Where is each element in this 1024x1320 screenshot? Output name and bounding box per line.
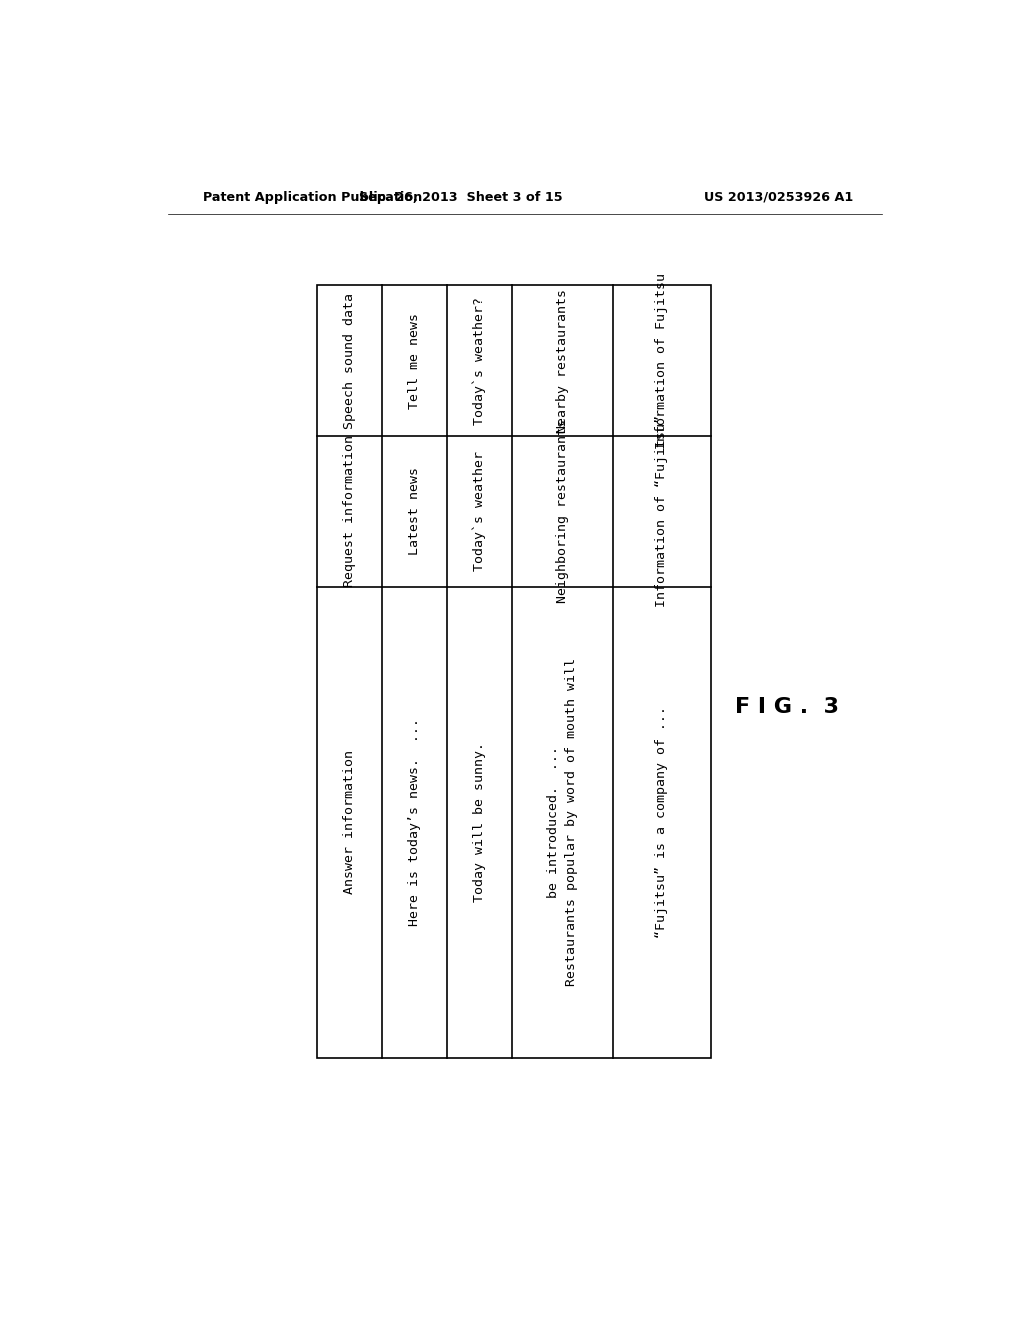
Text: “Fujitsu” is a company of ...: “Fujitsu” is a company of ... <box>655 706 669 939</box>
Text: Patent Application Publication: Patent Application Publication <box>204 190 423 203</box>
Text: F I G .  3: F I G . 3 <box>734 697 839 717</box>
Text: Here is today’s news.  ...: Here is today’s news. ... <box>408 718 421 927</box>
Text: Answer information: Answer information <box>343 750 356 895</box>
Text: Restaurants popular by word of mouth will: Restaurants popular by word of mouth wil… <box>564 659 578 986</box>
Text: Today`s weather?: Today`s weather? <box>473 297 486 425</box>
Text: Latest news: Latest news <box>408 467 421 556</box>
Text: Speech sound data: Speech sound data <box>343 293 356 429</box>
Text: Sep. 26, 2013  Sheet 3 of 15: Sep. 26, 2013 Sheet 3 of 15 <box>359 190 563 203</box>
Text: Information of “Fujitsu”: Information of “Fujitsu” <box>655 416 669 607</box>
Text: US 2013/0253926 A1: US 2013/0253926 A1 <box>705 190 853 203</box>
Text: Nearby restaurants: Nearby restaurants <box>556 289 569 433</box>
Text: Neighboring restaurants: Neighboring restaurants <box>556 420 569 603</box>
Text: Request information: Request information <box>343 436 356 587</box>
Text: be introduced.  ...: be introduced. ... <box>547 746 560 899</box>
Text: Today`s weather: Today`s weather <box>473 451 486 572</box>
Bar <box>316 285 712 1057</box>
Text: Information of Fujitsu: Information of Fujitsu <box>655 273 669 449</box>
Text: Today will be sunny.: Today will be sunny. <box>473 742 486 903</box>
Text: Tell me news: Tell me news <box>408 313 421 409</box>
